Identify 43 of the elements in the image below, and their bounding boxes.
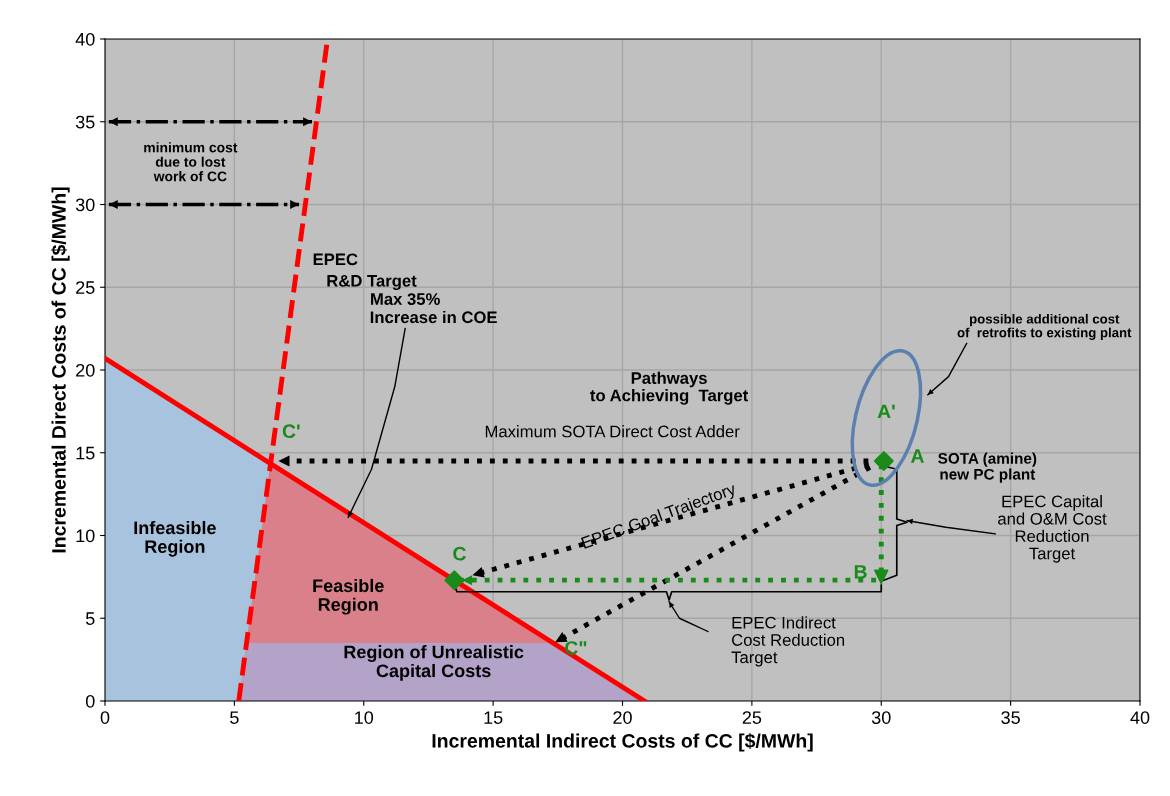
y-tick-label: 15: [76, 446, 95, 460]
y-tick-label: 10: [76, 529, 95, 543]
annotation: C: [453, 546, 466, 561]
annotation: Feasible Region: [313, 578, 384, 615]
x-tick-label: 0: [100, 711, 110, 724]
y-tick-label: 30: [75, 198, 95, 212]
x-tick-label: 5: [230, 711, 239, 724]
point: [873, 569, 889, 585]
x-axis-title: Incremental Indirect Costs of CC [$/MWh]: [432, 733, 813, 752]
y-tick-label: 25: [76, 281, 95, 294]
annotation: possible additional cost of retrofits to existing plant: [957, 313, 1132, 341]
annotation: R&D Target: [327, 274, 417, 291]
annotation: A: [910, 449, 924, 463]
annotation: EPEC Indirect Cost Reduction Target: [731, 616, 845, 667]
annotation: SOTA (amine) new PC plant: [938, 452, 1037, 483]
x-tick-label: 20: [613, 711, 632, 724]
annotation: Maximum SOTA Direct Cost Adder: [485, 425, 740, 438]
y-tick-label: 35: [75, 115, 95, 129]
y-tick-label: 40: [75, 32, 95, 46]
annotation: C": [565, 641, 587, 655]
x-tick-label: 40: [1130, 711, 1150, 724]
point: [873, 451, 894, 472]
x-tick-label: 10: [355, 711, 374, 724]
annotation: A': [877, 404, 895, 419]
annotation: Max 35%: [371, 293, 440, 305]
y-axis-title: Incremental Direct Costs of CC [$/MWh]: [51, 187, 70, 553]
annotation: Region of Unrealistic Capital Costs: [344, 645, 524, 681]
x-tick-label: 25: [742, 711, 762, 724]
annotation: Increase in COE: [370, 310, 497, 324]
annotation: minimum cost due to lost work of CC: [144, 142, 238, 182]
y-tick-label: 5: [85, 612, 95, 625]
x-tick-label: 30: [871, 711, 891, 724]
annotation: Infeasible Region: [134, 520, 216, 557]
y-tick-label: 0: [85, 694, 95, 708]
annotation: C': [282, 424, 300, 439]
y-tick-label: 20: [76, 363, 95, 377]
annotation: EPEC Capital and O&M Cost Reduction Target: [998, 495, 1107, 563]
annotation: B: [854, 565, 867, 579]
annotation: Pathways to Achieving Target: [590, 371, 749, 405]
annotation: EPEC: [313, 253, 358, 266]
x-tick-label: 35: [1001, 711, 1020, 724]
x-tick-label: 15: [484, 711, 503, 724]
point: [444, 570, 465, 591]
